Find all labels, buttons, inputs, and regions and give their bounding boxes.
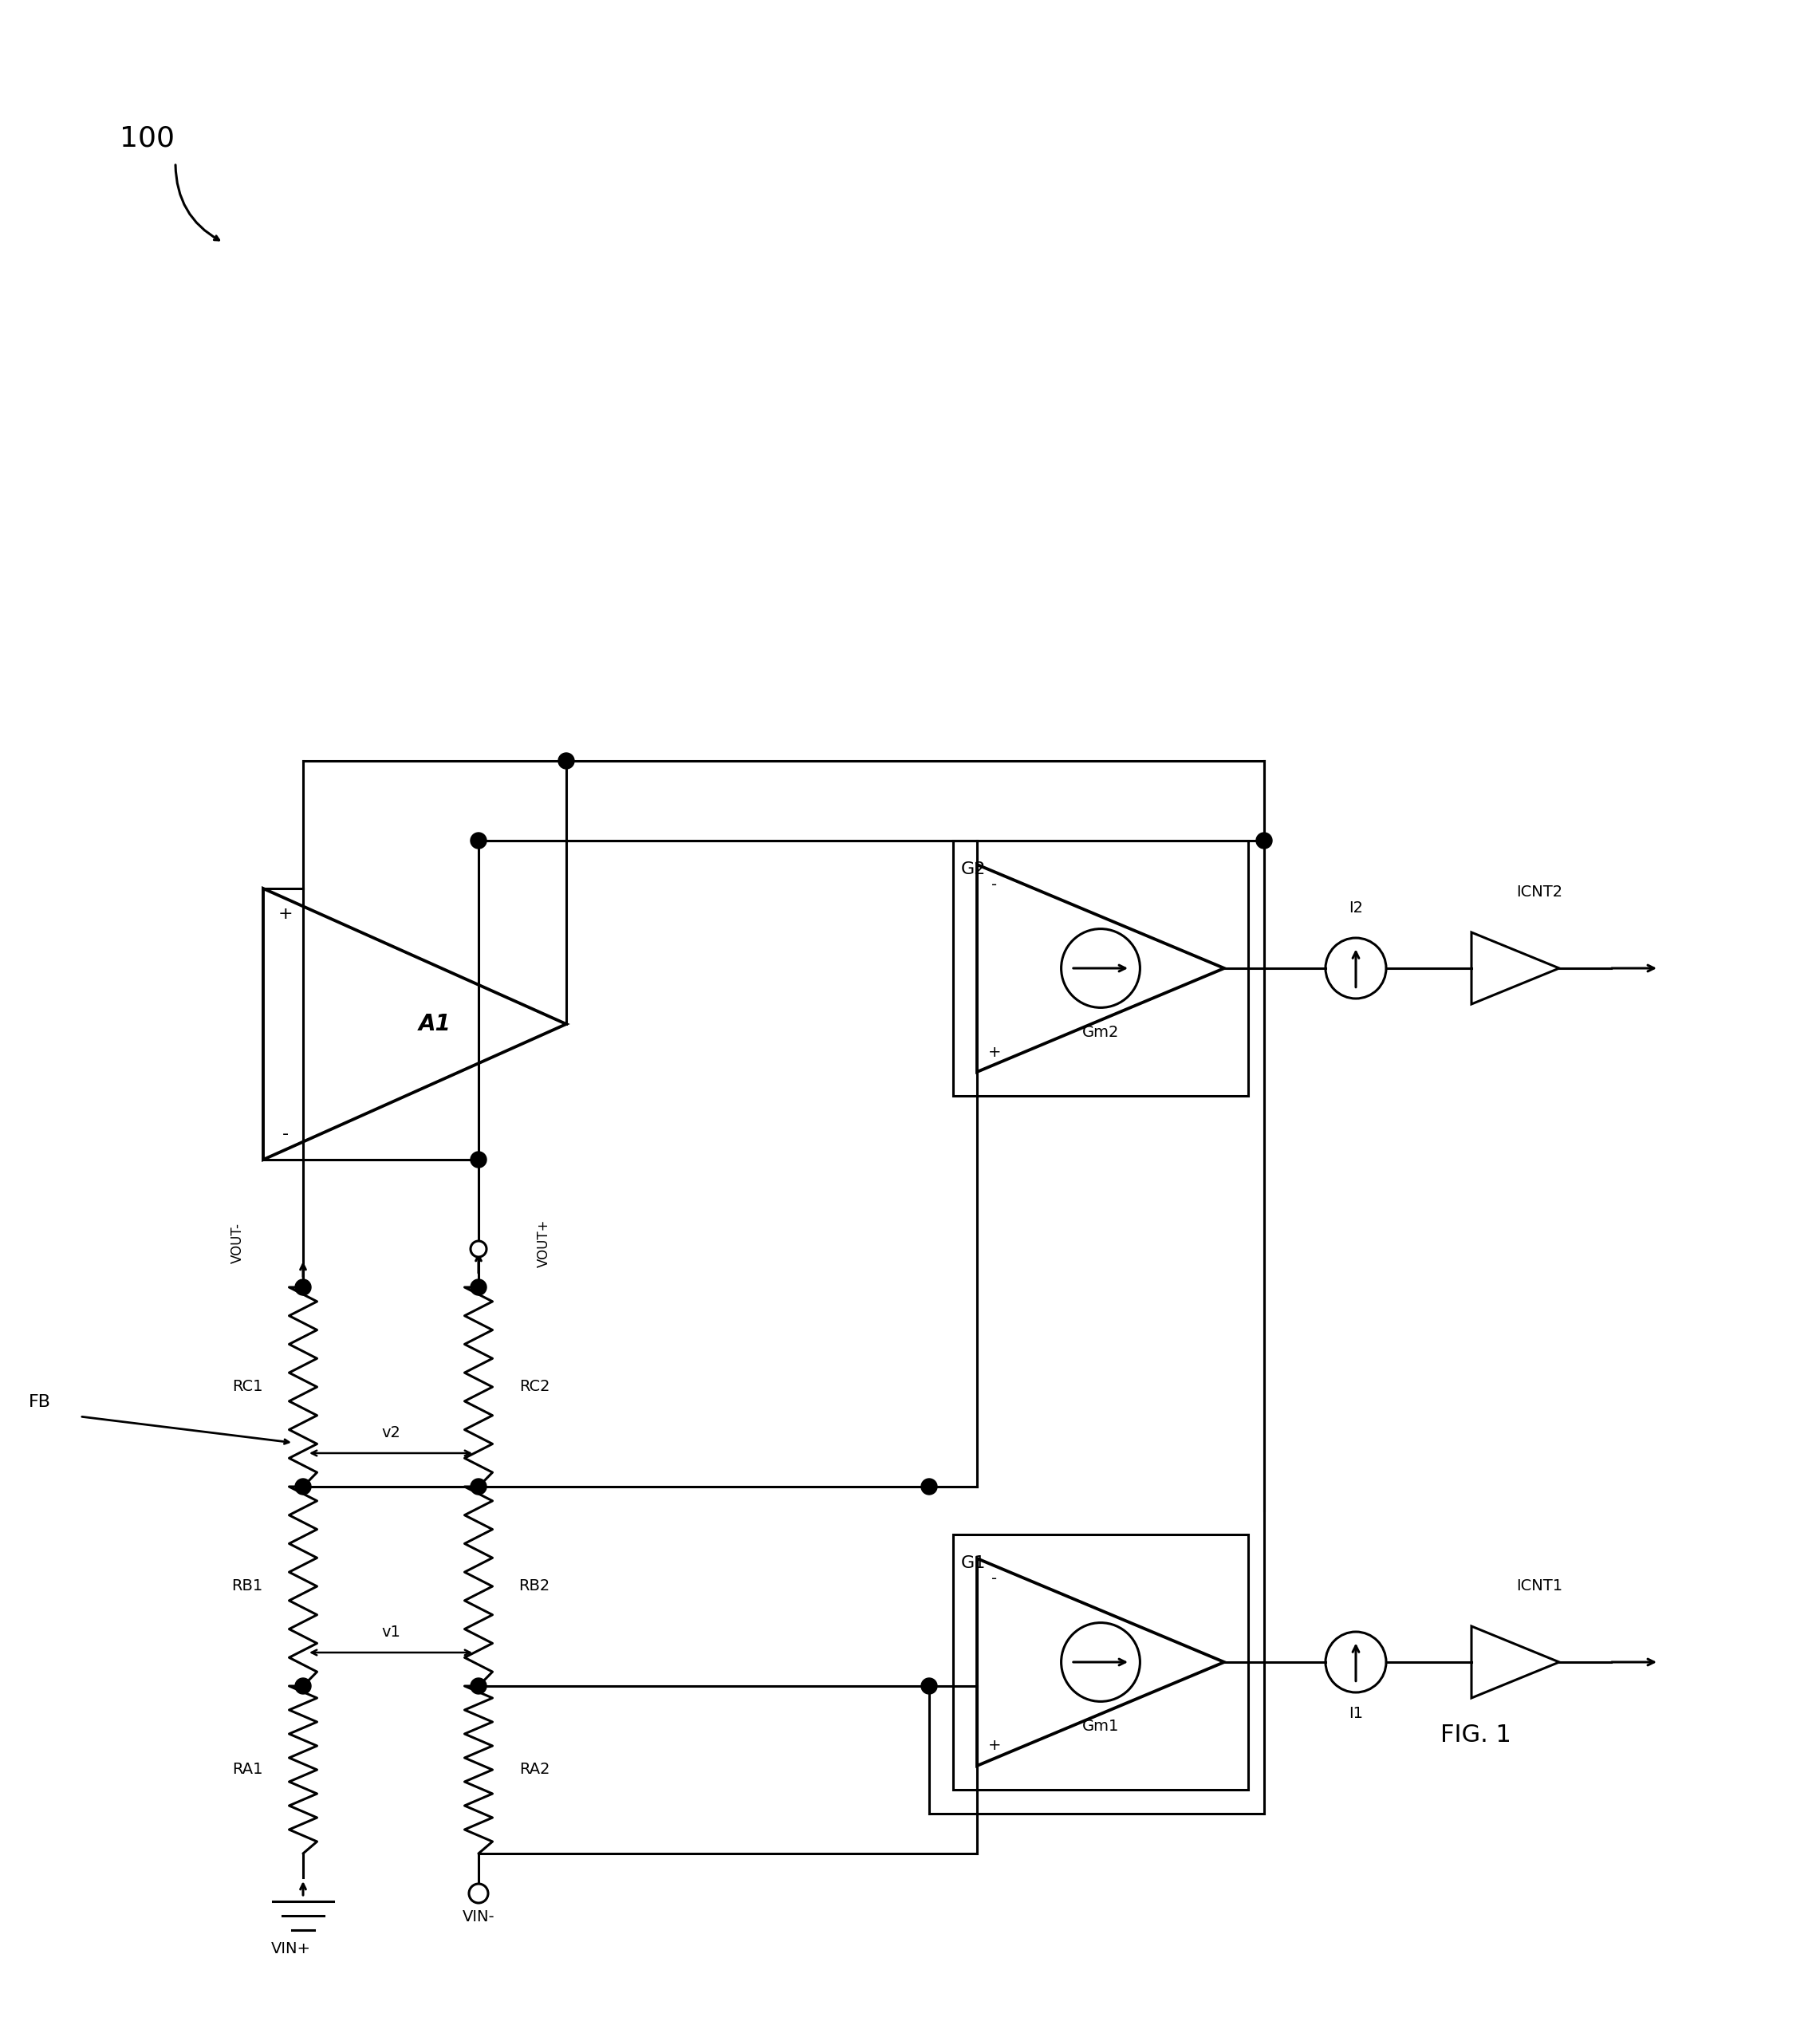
Circle shape <box>559 754 575 768</box>
Text: -: - <box>282 1126 289 1142</box>
Text: -: - <box>992 877 997 891</box>
Text: VIN-: VIN- <box>462 1910 495 1924</box>
Bar <box>954 841 1249 1095</box>
Text: +: + <box>988 1045 1001 1059</box>
Text: FB: FB <box>29 1394 51 1411</box>
Circle shape <box>471 1279 486 1295</box>
Text: Gm2: Gm2 <box>1083 1025 1119 1041</box>
Text: v2: v2 <box>380 1425 400 1441</box>
Text: A1: A1 <box>419 1013 451 1035</box>
Text: Gm1: Gm1 <box>1083 1718 1119 1734</box>
Text: v1: v1 <box>380 1625 400 1639</box>
Circle shape <box>921 1677 937 1694</box>
Text: RB2: RB2 <box>519 1578 550 1595</box>
Text: ICNT1: ICNT1 <box>1516 1578 1562 1593</box>
Text: ICNT2: ICNT2 <box>1516 885 1562 899</box>
Circle shape <box>471 1241 486 1257</box>
Text: VIN+: VIN+ <box>271 1942 311 1956</box>
Circle shape <box>471 1677 486 1694</box>
Text: I1: I1 <box>1349 1706 1363 1722</box>
Circle shape <box>921 1479 937 1496</box>
Circle shape <box>295 1279 311 1295</box>
Bar <box>954 1534 1249 1791</box>
Text: VOUT+: VOUT+ <box>537 1219 551 1267</box>
Text: RC2: RC2 <box>519 1380 550 1394</box>
Text: RC1: RC1 <box>231 1380 262 1394</box>
Text: I2: I2 <box>1349 901 1363 916</box>
Circle shape <box>295 1677 311 1694</box>
Text: +: + <box>988 1738 1001 1754</box>
Text: VOUT-: VOUT- <box>231 1223 246 1263</box>
Text: RA2: RA2 <box>519 1762 550 1776</box>
Circle shape <box>470 1884 488 1904</box>
Text: G2: G2 <box>961 861 986 877</box>
Text: -: - <box>992 1570 997 1586</box>
Text: RB1: RB1 <box>231 1578 262 1595</box>
Text: FIG. 1: FIG. 1 <box>1440 1724 1511 1746</box>
Text: +: + <box>278 905 293 922</box>
Circle shape <box>471 833 486 849</box>
Text: 100: 100 <box>120 125 175 152</box>
Circle shape <box>1256 833 1272 849</box>
Text: G1: G1 <box>961 1556 986 1570</box>
Circle shape <box>471 1152 486 1168</box>
Circle shape <box>295 1479 311 1496</box>
Text: RA1: RA1 <box>231 1762 262 1776</box>
Circle shape <box>471 1479 486 1496</box>
